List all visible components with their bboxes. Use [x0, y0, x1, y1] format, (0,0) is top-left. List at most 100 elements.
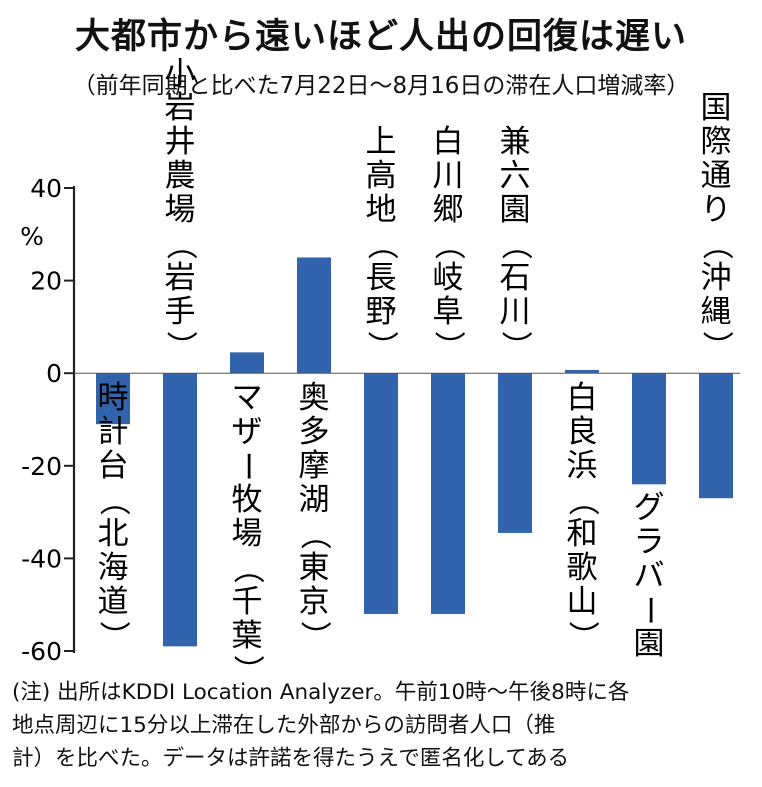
y-tick-label: -40: [21, 544, 62, 573]
category-label-char: 台: [98, 448, 129, 484]
category-label-char: 長: [366, 260, 397, 296]
category-label-char: （: [497, 229, 533, 260]
category-label-char: ）: [430, 331, 466, 362]
y-tick-label: -60: [21, 637, 62, 666]
category-label-char: ラ: [634, 524, 665, 560]
category-label-char: 川: [500, 294, 531, 330]
category-label-char: ）: [564, 621, 600, 652]
category-label-char: （: [363, 229, 399, 260]
category-label-char: （: [430, 229, 466, 260]
category-label-char: 場: [165, 192, 196, 228]
category-label-char: ）: [95, 621, 131, 652]
category-label-char: 井: [165, 124, 196, 160]
category-label-char: 郷: [433, 192, 464, 228]
category-label: 白良浜（和歌山）: [564, 380, 600, 652]
y-axis-label: %: [20, 222, 44, 251]
category-label-char: ）: [363, 331, 399, 362]
category-label-char: 岩: [165, 90, 196, 126]
category-label-char: 沖: [701, 260, 732, 296]
category-label-char: 計: [98, 414, 129, 450]
category-label-char: 良: [567, 414, 598, 450]
y-tick-label: -20: [21, 452, 62, 481]
footnote-line-3: 計）を比べた。データは許諾を得たうえで匿名化してある: [12, 746, 570, 771]
category-label-char: 山: [567, 584, 598, 620]
category-label-char: 野: [366, 294, 397, 330]
category-label-char: （: [95, 485, 131, 516]
footnote: (注) 出所はKDDI Location Analyzer。午前10時～午後8時…: [12, 676, 754, 775]
category-label-char: 葉: [232, 618, 263, 654]
category-label-char: ）: [296, 621, 332, 652]
category-label-char: 石: [500, 260, 531, 296]
bar: [431, 373, 465, 614]
category-label-char: ）: [229, 655, 265, 676]
category-label-char: ）: [698, 331, 734, 362]
category-label-char: 白: [567, 380, 598, 416]
category-label-char: 浜: [567, 448, 598, 484]
category-label-char: 兼: [500, 124, 531, 160]
category-label: 兼六園（石川）: [497, 124, 533, 362]
category-label-char: 際: [701, 124, 732, 160]
category-label-char: 川: [433, 158, 464, 194]
category-label-char: 奥: [299, 380, 330, 416]
bar: [297, 257, 331, 374]
bar: [565, 369, 599, 374]
category-label-char: （: [564, 485, 600, 516]
category-label-char: 岩: [165, 260, 196, 296]
category-label-char: 岐: [433, 260, 464, 296]
category-label: 時計台（北海道）: [95, 380, 131, 652]
category-label-char: 歌: [567, 550, 598, 586]
category-label-char: 上: [366, 124, 397, 160]
category-label-char: （: [631, 663, 667, 676]
bar-chart: 40200-20-40-60%時計台（北海道）小岩井農場（岩手）マザー牧場（千葉…: [20, 56, 740, 676]
bar: [230, 352, 264, 374]
category-label-char: ）: [497, 331, 533, 362]
y-tick-label: 0: [46, 359, 62, 388]
category-label-char: ザ: [232, 414, 263, 450]
category-label-char: 和: [567, 516, 598, 552]
category-label-char: 縄: [701, 294, 732, 330]
bar: [498, 373, 532, 533]
category-label-char: 六: [500, 158, 531, 194]
category-label-char: バ: [634, 558, 665, 594]
footnote-line-2: 地点周辺に15分以上滞在した外部からの訪問者人口（推: [12, 713, 556, 738]
category-label-char: 地: [366, 192, 397, 228]
y-tick-label: 20: [30, 267, 62, 296]
category-label-char: 道: [98, 584, 129, 620]
category-label-char: 摩: [299, 448, 330, 484]
y-tick-label: 40: [30, 174, 62, 203]
category-label-char: 海: [98, 550, 129, 586]
category-label-char: ）: [162, 331, 198, 362]
category-label-char: （: [296, 519, 332, 550]
category-label-char: 高: [366, 158, 397, 194]
footnote-line-1: (注) 出所はKDDI Location Analyzer。午前10時～午後8時…: [12, 680, 630, 705]
category-label-char: グ: [634, 490, 665, 526]
bar: [632, 373, 666, 485]
category-label: 白川郷（岐阜）: [430, 124, 466, 362]
category-label-char: 京: [299, 584, 330, 620]
bar: [699, 373, 733, 499]
category-label-char: 小: [165, 56, 196, 92]
category-label-char: 多: [299, 414, 330, 450]
category-label-char: 手: [165, 294, 196, 330]
category-label-char: ー: [229, 451, 265, 482]
category-label-char: マ: [232, 380, 263, 416]
bar: [364, 373, 398, 614]
category-label-char: （: [229, 553, 265, 584]
category-label-char: 通: [701, 158, 732, 194]
category-label-char: 農: [165, 158, 196, 194]
chart-title: 大都市から遠いほど人出の回復は遅い: [74, 17, 687, 57]
category-label-char: ー: [631, 595, 667, 626]
category-label-char: 園: [500, 192, 531, 228]
category-label-char: （: [162, 229, 198, 260]
category-label: 上高地（長野）: [363, 124, 399, 362]
bar: [96, 373, 130, 425]
category-label-char: 国: [701, 90, 732, 126]
chart-subtitle: （前年同期と比べた7月22日～8月16日の滞在人口増減率）: [72, 73, 690, 99]
category-label-char: 場: [232, 516, 263, 552]
category-label-char: （: [698, 229, 734, 260]
bar: [163, 373, 197, 647]
